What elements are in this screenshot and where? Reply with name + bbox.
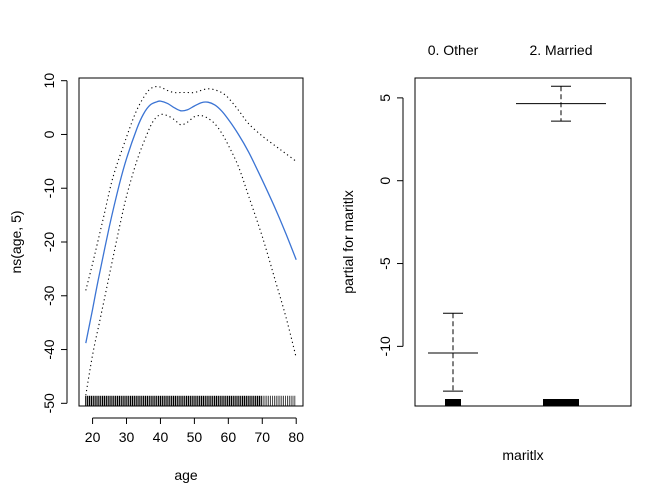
- y-tick-label: -30: [41, 285, 57, 305]
- x-tick-label: 80: [288, 429, 304, 445]
- y-tick-label: -20: [41, 232, 57, 252]
- y-tick-label: 5: [377, 94, 393, 102]
- y-tick-label: 10: [41, 73, 57, 89]
- right-y-axis: -10 -5 0 5: [377, 94, 404, 356]
- rug-block: [445, 399, 461, 406]
- y-tick-label: 0: [41, 130, 57, 138]
- upper-band-line: [85, 86, 297, 291]
- x-tick-label: 70: [254, 429, 270, 445]
- y-tick-label: -50: [41, 393, 57, 413]
- y-tick-label: -10: [41, 178, 57, 198]
- category-labels: 0. Other 2. Married: [428, 42, 593, 58]
- y-tick-label: -5: [377, 257, 393, 270]
- left-y-axis: -50 -40 -30 -20 -10 0 10: [41, 73, 68, 413]
- left-y-label: ns(age, 5): [8, 210, 24, 273]
- x-tick-label: 60: [221, 429, 237, 445]
- left-rug: [85, 395, 296, 406]
- category-label: 2. Married: [529, 42, 592, 58]
- left-x-label: age: [174, 467, 198, 483]
- x-tick-label: 30: [119, 429, 135, 445]
- lower-band-line: [85, 113, 297, 396]
- x-tick-label: 20: [85, 429, 101, 445]
- left-x-axis: 20 30 40 50 60 70 80: [85, 417, 304, 445]
- y-tick-label: -10: [377, 336, 393, 356]
- left-panel: 20 30 40 50 60 70 80 -50 -40 -30 -20 -10 0 10 age ns…: [8, 73, 304, 483]
- right-x-label: maritlx: [502, 447, 543, 463]
- right-marks: [428, 85, 606, 406]
- x-tick-label: 50: [187, 429, 203, 445]
- rug-block: [543, 399, 579, 406]
- x-tick-label: 40: [153, 429, 169, 445]
- y-tick-label: 0: [377, 177, 393, 185]
- right-plot-frame: [414, 77, 632, 407]
- fit-line: [85, 100, 297, 344]
- right-y-label: partial for maritlx: [340, 190, 356, 293]
- y-tick-label: -40: [41, 339, 57, 359]
- right-panel: 0. Other 2. Married -10 -5 0 5 maritlx parti…: [340, 42, 632, 463]
- category-label: 0. Other: [428, 42, 479, 58]
- left-plot-frame: [78, 77, 304, 407]
